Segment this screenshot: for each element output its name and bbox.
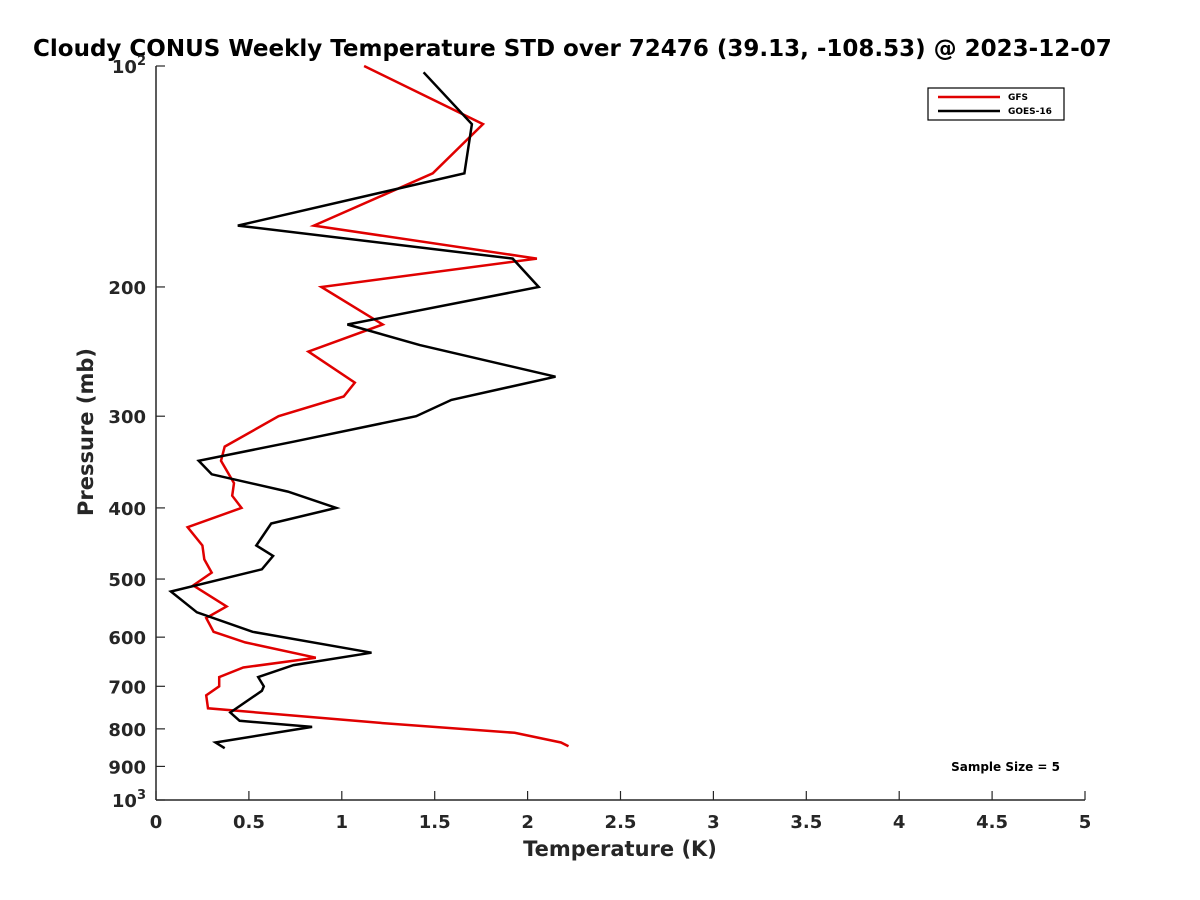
- y-tick-label: 700: [108, 677, 146, 698]
- x-tick-label: 4: [893, 812, 906, 833]
- plot-area: [168, 64, 570, 750]
- legend-label: GFS: [1008, 93, 1028, 103]
- x-tick-label: 3.5: [790, 812, 822, 833]
- series-line-goes-16: [168, 71, 556, 750]
- series-line-gfs: [185, 64, 570, 748]
- x-tick-label: 4.5: [976, 812, 1008, 833]
- y-axis-label: Pressure (mb): [74, 348, 98, 516]
- sample-size-annotation: Sample Size = 5: [951, 760, 1060, 774]
- y-tick-label: 103: [112, 788, 146, 812]
- x-tick-label: 0.5: [233, 812, 265, 833]
- y-tick-label: 900: [108, 757, 146, 778]
- x-tick-label: 2: [521, 812, 534, 833]
- legend-box: [927, 87, 1065, 121]
- x-axis-label: Temperature (K): [523, 837, 717, 861]
- y-tick-label: 200: [108, 278, 146, 299]
- legend: GFS GOES-16: [927, 87, 1065, 121]
- x-tick-label: 2.5: [605, 812, 637, 833]
- y-axis: 102 200 300 400 500 600 700 800 900 103: [108, 54, 165, 812]
- chart-title: Cloudy CONUS Weekly Temperature STD over…: [33, 36, 1112, 62]
- y-tick-label: 300: [108, 407, 146, 428]
- y-tick-label: 400: [108, 499, 146, 520]
- y-tick-label: 600: [108, 628, 146, 649]
- legend-label: GOES-16: [1008, 107, 1052, 117]
- y-tick-label: 800: [108, 720, 146, 741]
- x-axis: 0 0.5 1 1.5 2 2.5 3 3.5 4 4.5 5: [150, 791, 1092, 833]
- y-tick-label: 102: [112, 54, 146, 78]
- x-tick-label: 0: [150, 812, 163, 833]
- x-tick-label: 5: [1079, 812, 1092, 833]
- x-tick-label: 1.5: [419, 812, 451, 833]
- y-tick-label: 500: [108, 570, 146, 591]
- x-tick-label: 1: [336, 812, 349, 833]
- x-tick-label: 3: [707, 812, 720, 833]
